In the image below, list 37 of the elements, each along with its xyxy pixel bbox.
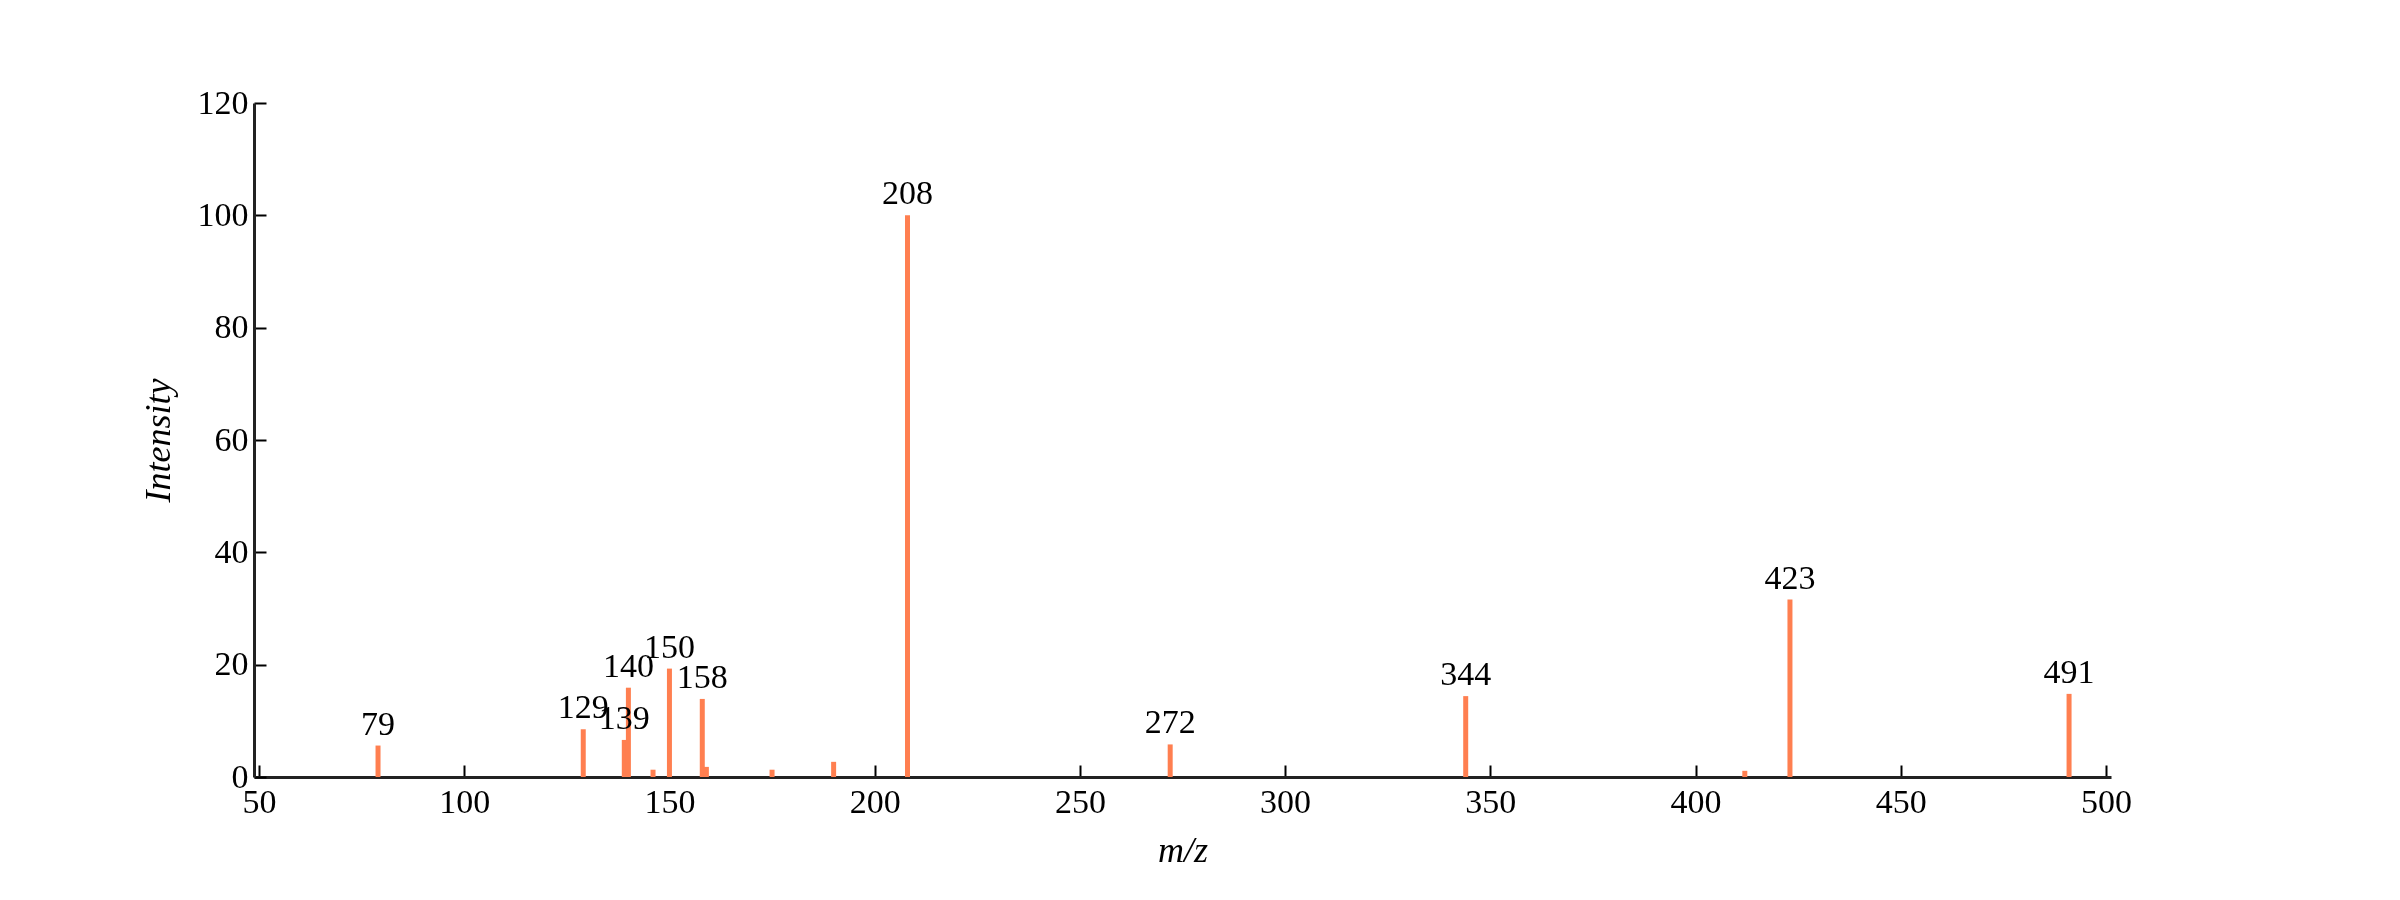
x-axis-title: m/z [1157, 829, 1209, 870]
y-tick-label: 60 [214, 420, 249, 458]
y-tick-label: 100 [197, 195, 249, 233]
bar [1463, 696, 1469, 777]
annotation: 423 [1764, 558, 1816, 596]
annotation: 272 [1144, 703, 1196, 741]
bar [905, 215, 910, 777]
bar [769, 769, 775, 777]
x-tick-label: 500 [2081, 782, 2132, 820]
x-tick-label: 150 [644, 782, 696, 820]
bar [666, 668, 672, 777]
x-tick-label: 450 [1875, 782, 1927, 820]
bar [1167, 744, 1173, 777]
x-tick-label: 250 [1054, 782, 1106, 820]
x-tick-label: 350 [1465, 782, 1517, 820]
bar [580, 729, 586, 777]
annotation: 491 [2043, 652, 2095, 690]
y-tick-label: 80 [214, 308, 249, 346]
x-tick-label: 400 [1670, 782, 1722, 820]
x-tick-label: 300 [1260, 782, 1312, 820]
y-axis-title: Intensity [137, 378, 178, 504]
x-tick-label: 100 [439, 782, 491, 820]
bar [699, 698, 705, 777]
bar [1787, 599, 1793, 777]
y-tick-label: 40 [214, 532, 249, 570]
y-tick-label: 20 [214, 645, 249, 683]
annotation: 344 [1440, 655, 1492, 693]
bar [375, 745, 381, 777]
bar [1742, 770, 1748, 777]
x-tick-label: 200 [849, 782, 901, 820]
bar [2066, 693, 2072, 777]
bar [650, 769, 656, 777]
bar [831, 761, 837, 777]
y-tick-label: 120 [197, 83, 249, 121]
annotation: 208 [882, 174, 933, 212]
annotation: 79 [361, 704, 396, 742]
annotation: 158 [676, 657, 728, 695]
